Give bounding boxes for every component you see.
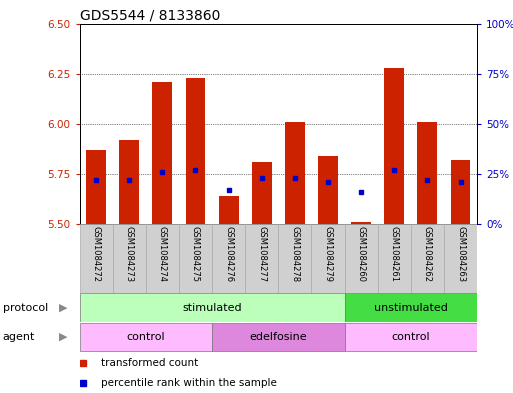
Bar xyxy=(80,293,345,321)
Bar xyxy=(152,82,172,224)
Bar xyxy=(285,122,305,224)
Text: transformed count: transformed count xyxy=(102,358,199,368)
Text: GSM1084274: GSM1084274 xyxy=(158,226,167,282)
Text: control: control xyxy=(391,332,430,342)
Bar xyxy=(113,224,146,293)
Bar xyxy=(212,323,345,351)
Text: percentile rank within the sample: percentile rank within the sample xyxy=(102,378,277,387)
Bar xyxy=(378,224,411,293)
Text: GSM1084278: GSM1084278 xyxy=(290,226,300,282)
Text: GSM1084276: GSM1084276 xyxy=(224,226,233,282)
Bar xyxy=(318,156,338,224)
Bar xyxy=(80,323,212,351)
Bar xyxy=(245,224,278,293)
Text: ▶: ▶ xyxy=(59,332,68,342)
Bar xyxy=(86,150,106,224)
Bar xyxy=(80,224,113,293)
Bar xyxy=(444,224,477,293)
Text: GSM1084275: GSM1084275 xyxy=(191,226,200,282)
Text: edelfosine: edelfosine xyxy=(249,332,307,342)
Text: GSM1084263: GSM1084263 xyxy=(456,226,465,282)
Text: GDS5544 / 8133860: GDS5544 / 8133860 xyxy=(80,8,220,22)
Text: GSM1084261: GSM1084261 xyxy=(390,226,399,282)
Bar xyxy=(351,222,371,224)
Bar xyxy=(418,122,437,224)
Bar xyxy=(179,224,212,293)
Bar xyxy=(411,224,444,293)
Bar xyxy=(345,224,378,293)
Bar xyxy=(384,68,404,224)
Text: ▶: ▶ xyxy=(59,303,68,312)
Text: control: control xyxy=(127,332,165,342)
Bar xyxy=(278,224,311,293)
Bar xyxy=(450,160,470,224)
Bar xyxy=(219,196,239,224)
Text: GSM1084260: GSM1084260 xyxy=(357,226,366,282)
Text: GSM1084262: GSM1084262 xyxy=(423,226,432,282)
Bar xyxy=(119,140,139,224)
Text: GSM1084277: GSM1084277 xyxy=(257,226,266,282)
Bar xyxy=(212,224,245,293)
Text: stimulated: stimulated xyxy=(182,303,242,312)
Bar xyxy=(252,162,272,224)
Text: GSM1084272: GSM1084272 xyxy=(92,226,101,282)
Bar xyxy=(345,323,477,351)
Bar xyxy=(146,224,179,293)
Bar xyxy=(345,293,477,321)
Bar xyxy=(186,78,205,224)
Text: protocol: protocol xyxy=(3,303,48,312)
Bar xyxy=(311,224,345,293)
Text: GSM1084279: GSM1084279 xyxy=(324,226,332,282)
Text: unstimulated: unstimulated xyxy=(374,303,448,312)
Text: GSM1084273: GSM1084273 xyxy=(125,226,134,282)
Text: agent: agent xyxy=(3,332,35,342)
